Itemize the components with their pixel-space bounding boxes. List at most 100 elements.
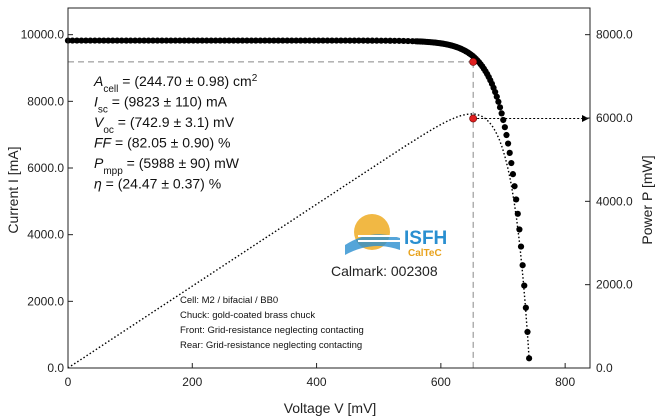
parameter-subscript: oc xyxy=(103,125,114,136)
iv-data-point xyxy=(190,37,197,44)
y-left-tick-label: 6000.0 xyxy=(27,161,64,175)
parameter-line: Pmpp = (5988 ± 90) mW xyxy=(94,155,240,177)
x-tick-label: 0 xyxy=(65,375,72,389)
iv-data-point xyxy=(243,37,251,44)
iv-data-point xyxy=(509,171,517,178)
iv-data-point xyxy=(234,37,242,44)
iv-data-point xyxy=(158,37,166,44)
parameter-subscript: sc xyxy=(98,104,108,115)
iv-data-point xyxy=(395,37,403,44)
iv-data-point xyxy=(517,243,525,250)
parameter-subscript: cell xyxy=(103,84,118,95)
parameter-value: = (24.47 ± 0.37) % xyxy=(102,176,221,192)
iv-data-point xyxy=(69,37,76,44)
iv-data-point xyxy=(181,37,188,44)
iv-data-point xyxy=(225,37,233,44)
iv-data-point xyxy=(333,37,340,44)
iv-data-point xyxy=(355,37,362,44)
x-tick-label: 400 xyxy=(307,375,327,389)
iv-data-point xyxy=(351,37,358,44)
iv-data-point xyxy=(504,140,512,147)
iv-data-point xyxy=(91,37,98,44)
iv-data-point xyxy=(293,37,300,44)
mpp-power-marker xyxy=(469,114,478,123)
y-left-axis-title: Current I [mA] xyxy=(5,146,21,233)
iv-data-point xyxy=(495,98,502,105)
parameter-superscript: 2 xyxy=(252,73,258,84)
y-right-tick-label: 4000.0 xyxy=(596,194,633,208)
parameter-symbol: η xyxy=(94,176,102,192)
iv-data-point xyxy=(526,355,533,362)
iv-data-point xyxy=(373,37,380,44)
iv-data-point xyxy=(221,37,228,44)
iv-data-point xyxy=(73,37,81,44)
ticks: 0 200 400 600 8000.02000.04000.06000.08000.0… xyxy=(21,28,633,389)
iv-data-point xyxy=(382,37,389,44)
iv-data-point xyxy=(82,37,89,44)
parameter-value: = (9823 ± 110) mA xyxy=(108,94,228,110)
iv-data-point xyxy=(172,37,179,44)
iv-data-point xyxy=(261,37,268,44)
iv-data-point xyxy=(342,37,349,44)
iv-data-point xyxy=(500,116,507,124)
iv-data-point xyxy=(288,37,295,44)
isfh-logo: ISFH CalTeC xyxy=(345,214,447,259)
iv-data-point xyxy=(279,37,286,44)
iv-data-point xyxy=(513,196,520,203)
note-line: Rear: Grid-resistance neglecting contact… xyxy=(180,340,362,351)
iv-data-point xyxy=(145,37,152,44)
iv-data-point xyxy=(506,149,513,156)
y-right-tick-label: 2000.0 xyxy=(596,278,633,292)
parameter-value: = (82.05 ± 0.90) % xyxy=(111,135,230,151)
iv-data-point xyxy=(208,37,215,44)
axes xyxy=(67,7,591,369)
iv-data-point xyxy=(498,110,505,117)
iv-data-point xyxy=(105,37,112,44)
iv-data-point xyxy=(404,37,412,45)
iv-data-point xyxy=(140,37,148,44)
iv-data-point xyxy=(252,37,260,44)
parameter-line: η = (24.47 ± 0.37) % xyxy=(94,176,221,192)
iv-data-point xyxy=(364,37,371,44)
iv-data-point xyxy=(199,37,206,44)
iv-data-point xyxy=(516,226,523,233)
iv-data-point xyxy=(87,37,94,44)
iv-data-point xyxy=(369,37,376,44)
iv-data-point xyxy=(328,37,336,44)
current-curve xyxy=(64,37,533,362)
note-line: Chuck: gold-coated brass chuck xyxy=(180,310,315,321)
iv-data-point xyxy=(387,37,394,44)
logo-wave-icon xyxy=(345,234,400,255)
iv-data-point xyxy=(230,37,237,44)
y-right-tick-label: 0.0 xyxy=(596,361,613,375)
parameter-value: = (742.9 ± 3.1) mV xyxy=(114,114,235,130)
y-left-tick-label: 10000.0 xyxy=(21,28,65,42)
x-tick-label: 600 xyxy=(431,375,451,389)
iv-data-point xyxy=(154,37,161,44)
iv-data-point xyxy=(239,37,246,44)
x-tick-label: 200 xyxy=(182,375,202,389)
iv-data-point xyxy=(275,37,282,44)
x-axis-title: Voltage V [mV] xyxy=(284,400,377,416)
iv-data-point xyxy=(127,37,134,44)
parameter-line: Isc = (9823 ± 110) mA xyxy=(94,94,228,116)
iv-data-point xyxy=(519,262,526,269)
iv-data-point xyxy=(310,37,318,44)
iv-data-point xyxy=(337,37,345,44)
parameter-line: Acell = (244.70 ± 0.98) cm2 xyxy=(93,73,258,95)
x-tick-label: 800 xyxy=(555,375,575,389)
iv-data-point xyxy=(514,210,521,217)
iv-data-point xyxy=(378,37,385,44)
iv-data-point xyxy=(185,37,192,44)
iv-data-point xyxy=(400,37,407,45)
y-left-tick-label: 8000.0 xyxy=(27,94,64,108)
note-line: Front: Grid-resistance neglecting contac… xyxy=(180,325,364,336)
notes-box: Cell: M2 / bifacial / BB0 Chuck: gold-coa… xyxy=(180,295,364,351)
parameter-value: = (244.70 ± 0.98) cm xyxy=(118,73,251,89)
iv-data-point xyxy=(315,37,322,44)
iv-data-point xyxy=(521,282,528,289)
plot-frame xyxy=(67,7,591,369)
iv-data-point xyxy=(176,37,183,44)
y-left-tick-label: 4000.0 xyxy=(27,228,64,242)
parameter-symbol: FF xyxy=(94,135,113,151)
